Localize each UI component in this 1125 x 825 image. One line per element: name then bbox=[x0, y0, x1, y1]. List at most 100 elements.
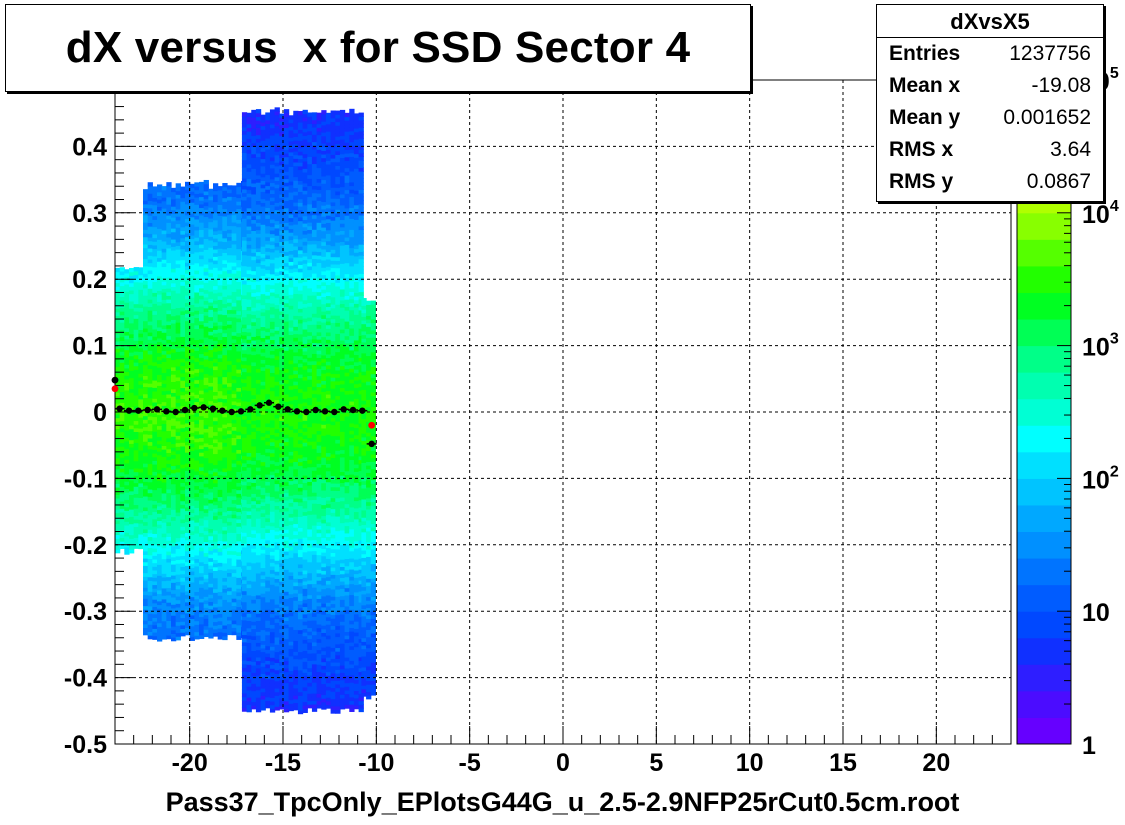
heat-cell bbox=[119, 376, 125, 382]
heat-cell bbox=[288, 597, 294, 602]
heat-cell bbox=[199, 583, 205, 588]
heat-cell bbox=[175, 296, 181, 301]
heat-cell bbox=[255, 317, 262, 322]
heat-cell bbox=[124, 287, 130, 292]
heat-cell bbox=[208, 499, 214, 504]
heat-cell bbox=[246, 485, 252, 490]
heat-cell bbox=[185, 463, 191, 468]
heat-cell bbox=[251, 299, 257, 305]
heat-cell bbox=[143, 594, 149, 599]
heat-cell bbox=[251, 496, 257, 502]
heat-cell bbox=[246, 269, 252, 275]
heat-cell bbox=[138, 362, 144, 367]
heat-cell bbox=[143, 565, 149, 570]
heat-cell bbox=[227, 448, 233, 453]
heat-cell bbox=[180, 570, 186, 575]
heat-cell bbox=[274, 162, 280, 167]
heat-cell bbox=[194, 463, 200, 468]
heat-cell bbox=[143, 291, 149, 296]
heat-cell bbox=[115, 282, 121, 287]
heat-cell bbox=[246, 613, 252, 618]
heat-cell bbox=[255, 244, 262, 249]
heat-cell bbox=[138, 453, 144, 458]
heat-cell bbox=[208, 462, 214, 467]
heat-cell bbox=[175, 508, 181, 513]
heat-cell bbox=[241, 225, 248, 230]
heat-cell bbox=[129, 450, 135, 455]
heat-cell bbox=[279, 668, 285, 673]
heat-cell bbox=[208, 590, 214, 595]
heat-cell bbox=[231, 232, 237, 238]
heat-cell bbox=[157, 330, 163, 335]
heat-cell bbox=[231, 620, 237, 625]
heat-cell bbox=[241, 210, 248, 216]
heat-cell bbox=[231, 492, 237, 497]
heat-cell bbox=[217, 449, 223, 454]
heat-cell bbox=[217, 467, 223, 472]
heat-cell bbox=[241, 397, 248, 402]
heat-cell bbox=[147, 277, 153, 282]
heat-cell bbox=[288, 261, 294, 266]
heat-cell bbox=[119, 544, 125, 550]
heat-cell bbox=[213, 504, 219, 509]
heat-cell bbox=[147, 474, 153, 479]
heat-cell bbox=[175, 274, 181, 279]
heat-cell bbox=[152, 233, 158, 239]
heat-cell bbox=[231, 382, 237, 387]
heat-cell bbox=[213, 526, 219, 531]
heat-cell bbox=[189, 399, 195, 404]
heat-cell bbox=[157, 304, 163, 310]
heat-cell bbox=[217, 456, 223, 461]
heat-cell bbox=[208, 272, 214, 277]
heat-cell bbox=[143, 558, 149, 563]
heat-cell bbox=[231, 294, 237, 300]
heat-cell bbox=[227, 616, 233, 621]
heat-cell bbox=[265, 473, 271, 479]
heat-cell bbox=[129, 538, 135, 543]
heat-cell bbox=[241, 477, 248, 482]
heat-cell bbox=[288, 557, 294, 562]
heat-cell bbox=[199, 587, 205, 592]
heat-cell bbox=[260, 341, 266, 346]
heat-cell bbox=[246, 149, 252, 154]
heat-cell bbox=[180, 263, 186, 268]
heat-cell bbox=[251, 584, 257, 589]
heat-cell bbox=[133, 431, 139, 436]
heat-cell bbox=[213, 420, 219, 425]
heat-cell bbox=[194, 383, 200, 388]
heat-cell bbox=[265, 280, 271, 285]
heat-cell bbox=[236, 456, 242, 461]
heat-cell bbox=[147, 346, 153, 351]
heat-cell bbox=[236, 369, 242, 374]
heat-cell bbox=[222, 442, 228, 447]
heat-cell bbox=[236, 504, 242, 509]
heat-cell bbox=[185, 452, 191, 457]
heat-cell bbox=[255, 262, 262, 267]
heat-cell bbox=[189, 242, 195, 247]
heat-cell bbox=[288, 418, 294, 423]
heat-cell bbox=[157, 345, 163, 350]
heat-cell bbox=[269, 587, 276, 593]
heat-cell bbox=[124, 353, 130, 358]
heat-cell bbox=[133, 336, 139, 341]
heat-cell bbox=[288, 604, 294, 609]
heat-cell bbox=[180, 617, 186, 622]
heat-cell bbox=[231, 568, 237, 574]
heat-cell bbox=[129, 300, 135, 306]
heat-cell bbox=[269, 248, 276, 253]
heat-cell bbox=[189, 216, 195, 221]
heat-cell bbox=[143, 258, 149, 263]
heat-cell bbox=[166, 375, 172, 380]
heat-cell bbox=[213, 603, 219, 608]
heat-cell bbox=[269, 156, 276, 162]
heat-cell bbox=[189, 472, 195, 477]
heat-cell bbox=[175, 442, 181, 447]
heat-cell bbox=[236, 628, 242, 633]
heat-cell bbox=[222, 387, 228, 392]
heat-cell bbox=[217, 427, 223, 432]
heat-cell bbox=[180, 248, 186, 253]
heat-cell bbox=[217, 262, 223, 268]
heat-cell bbox=[119, 274, 125, 279]
heat-cell bbox=[274, 691, 280, 696]
heat-cell bbox=[241, 349, 248, 354]
